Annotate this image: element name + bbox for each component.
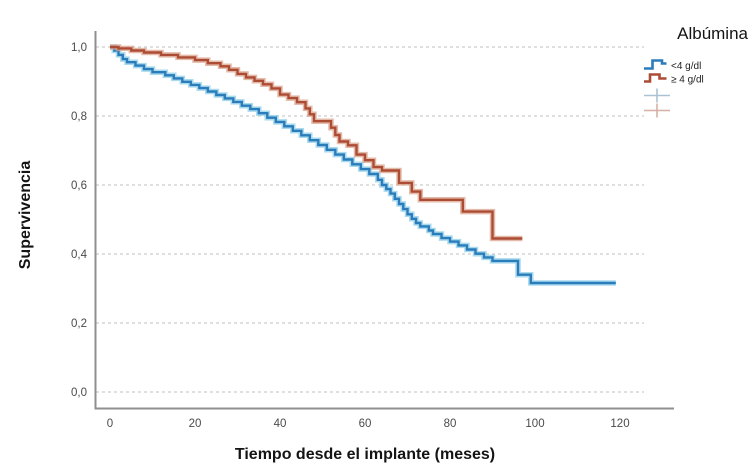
km-curve-0 (110, 45, 616, 285)
y-tick-0.0: 0,0 (71, 387, 87, 399)
km-curve-1 (110, 45, 523, 240)
x-tick-80: 80 (444, 418, 457, 430)
legend-censor-marker-ge4-icon (644, 103, 670, 118)
legend-swatch-ge4-icon (644, 73, 667, 83)
gridlines (96, 46, 644, 393)
x-tick-0: 0 (107, 418, 113, 430)
x-tick-20: 20 (189, 418, 202, 430)
y-tick-0.4: 0,4 (71, 249, 88, 261)
y-tick-1.0: 1,0 (71, 42, 87, 54)
legend-label-lt4: <4 g/dl (671, 61, 701, 72)
legend-label-ge4: ≥ 4 g/dl (671, 75, 704, 86)
legend-swatch-lt4-icon (644, 59, 667, 70)
x-tick-120: 120 (610, 418, 629, 430)
x-tick-100: 100 (525, 418, 544, 430)
legend-censor-marker-lt4-icon (644, 88, 670, 103)
y-tick-0.8: 0,8 (71, 111, 87, 123)
y-tick-0.6: 0,6 (71, 180, 87, 192)
legend-title: Albúmina (677, 24, 748, 43)
y-tick-0.2: 0,2 (71, 318, 87, 330)
km-curves (110, 44, 616, 286)
x-axis-title: Tiempo desde el implante (meses) (235, 446, 495, 463)
x-tick-40: 40 (274, 418, 287, 430)
x-tick-60: 60 (359, 418, 372, 430)
y-axis-title: Supervivencia (17, 161, 34, 270)
